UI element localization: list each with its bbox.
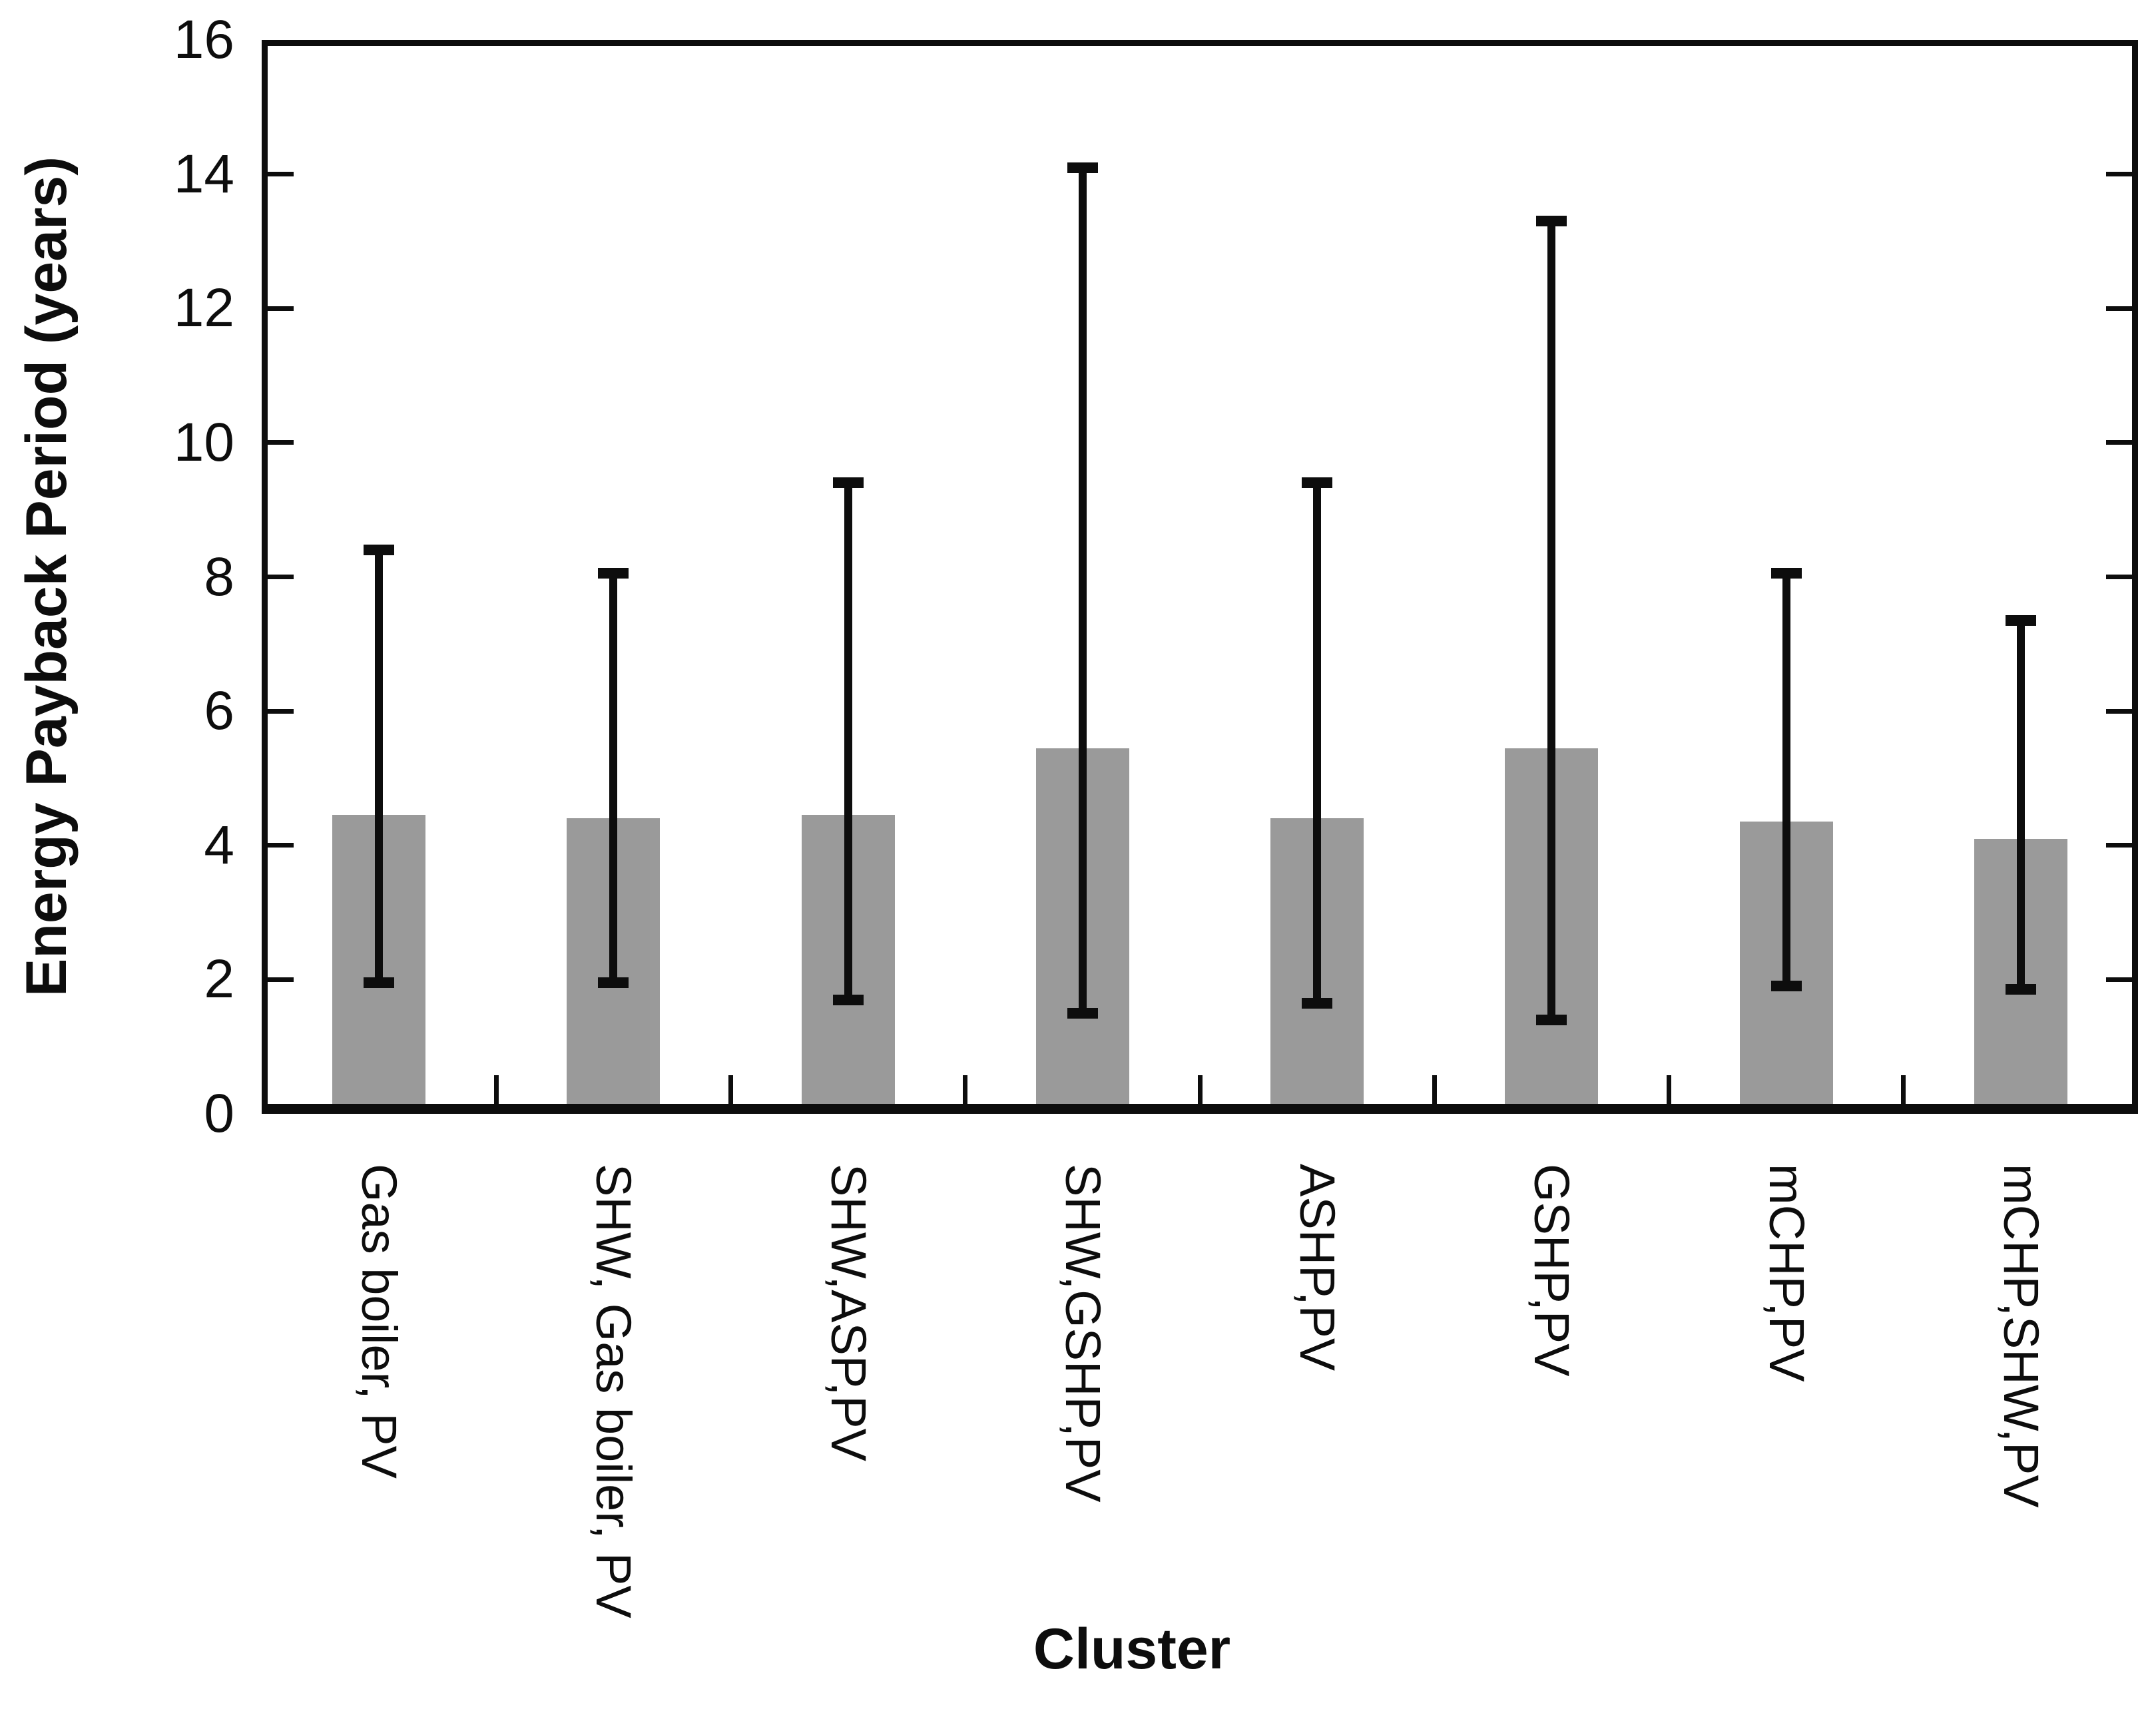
y-tick-label: 8 [204,546,234,607]
error-bar-cap-bottom [364,977,395,989]
error-bar-line [2016,620,2025,990]
error-bar-cap-top [364,545,395,556]
error-bar-cap-bottom [598,977,629,989]
error-bar-cap-bottom [1067,1007,1098,1019]
y-axis-tick [264,306,294,311]
y-tick-label: 12 [173,278,234,339]
error-bar-cap-top [1302,477,1333,489]
y-axis-tick-right [2106,708,2135,714]
y-axis-tick [264,708,294,714]
error-bar-cap-top [1536,216,1567,227]
category-label: Gas boiler, PV [352,1164,407,1479]
y-axis-tick [264,575,294,579]
x-axis-tick [1432,1075,1437,1108]
category-label: SHW,ASP,PV [820,1164,876,1461]
x-axis-tick [493,1075,499,1108]
x-axis-tick [1901,1075,1906,1108]
error-bar-cap-top [1770,568,1802,579]
y-axis-tick [264,843,294,848]
y-axis-tick-right [2106,172,2135,177]
y-tick-label: 2 [204,949,234,1010]
y-tick-label: 10 [173,411,234,473]
y-axis-tick-right [2106,440,2135,445]
y-tick-label: 6 [204,680,234,742]
y-axis-tick [264,977,294,982]
error-bar-cap-top [1067,162,1098,173]
category-label: ASHP,PV [1290,1164,1346,1371]
x-axis-title: Cluster [1033,1617,1231,1681]
y-axis-tick-right [2106,306,2135,311]
y-tick-label: 0 [204,1083,234,1144]
x-axis-tick [963,1075,968,1108]
error-bar-line [1078,167,1087,1013]
error-bar-line [1313,483,1322,1003]
plot-area-frame [262,40,2138,1114]
y-axis-tick-right [2106,977,2135,982]
x-axis-tick [1197,1075,1203,1108]
y-tick-label: 14 [173,143,234,204]
error-bar-line [609,573,618,983]
x-axis-tick [1667,1075,1671,1108]
category-label: mCHP,SHW,PV [1993,1164,2049,1508]
error-bar-line [375,550,384,983]
error-bar-line [1547,221,1556,1020]
category-label: GSHP,PV [1524,1164,1580,1377]
y-axis-tick-right [2106,575,2135,579]
error-bar-line [1782,573,1790,987]
category-label: SHW,GSHP,PV [1055,1164,1111,1503]
error-bar-line [844,483,852,1000]
x-axis-tick [728,1075,733,1108]
category-label: SHW, Gas boiler, PV [586,1164,642,1618]
y-axis-tick-right [2106,843,2135,848]
error-bar-cap-bottom [832,994,864,1005]
y-axis-tick [264,172,294,177]
error-bar-cap-bottom [2005,984,2036,995]
error-bar-cap-bottom [1302,997,1333,1009]
error-bar-cap-bottom [1536,1014,1567,1025]
error-bar-cap-bottom [1770,981,1802,992]
y-axis-tick [264,440,294,445]
error-bar-cap-top [832,477,864,489]
category-label: mCHP,PV [1758,1164,1814,1382]
error-bar-cap-top [598,568,629,579]
y-tick-label: 4 [204,814,234,875]
error-bar-cap-top [2005,615,2036,626]
y-tick-label: 16 [173,9,234,70]
